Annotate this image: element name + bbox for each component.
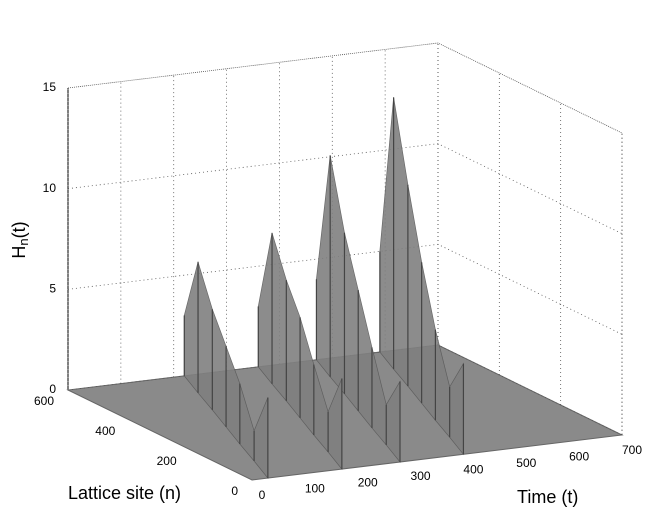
x-tick-label: 0 [259,488,266,502]
z-tick-label: 15 [43,80,57,94]
z-title-base: H [9,246,29,259]
y-tick-label: 600 [34,394,54,408]
box-frame [67,42,623,435]
z-tick-label: 5 [49,282,56,296]
x-tick-label: 400 [463,462,483,476]
x-tick-label: 600 [569,450,589,464]
y-tick-label: 200 [157,454,177,468]
z-tick-label: 0 [49,382,56,396]
x-axis-title: Time (t) [517,487,578,507]
x-tick-label: 300 [411,469,431,483]
y-axis-title: Lattice site (n) [68,483,181,503]
grid-line [67,143,623,235]
x-tick-label: 700 [622,443,642,457]
z-axis-title: Hn(t) [9,221,32,258]
z-title-sub: n [16,238,31,245]
y-tick-label: 0 [231,484,238,498]
x-tick-label: 200 [358,475,378,489]
z-title-rest: (t) [9,221,29,238]
z-tick-label: 10 [43,181,57,195]
grid-line [67,42,623,134]
y-tick-label: 400 [95,424,115,438]
x-tick-label: 100 [305,482,325,496]
x-tick-label: 500 [516,456,536,470]
